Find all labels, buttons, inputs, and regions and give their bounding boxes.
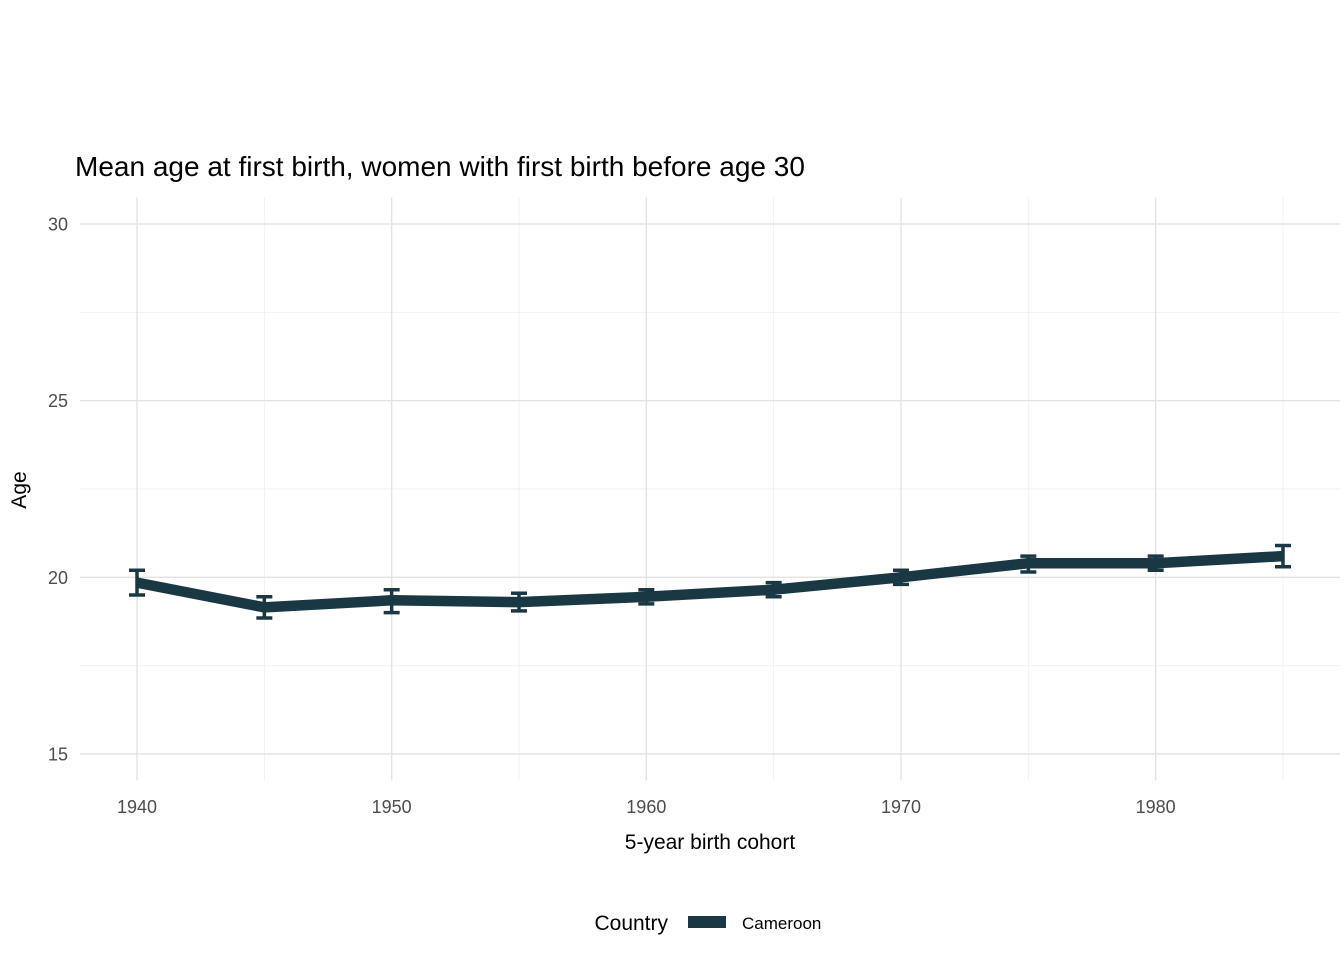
x-axis-tick-labels: 1940 1950 1960 1970 1980 xyxy=(117,797,1176,817)
x-tick-label: 1960 xyxy=(626,797,666,817)
y-axis-tick-labels: 15 20 25 30 xyxy=(48,215,68,765)
x-tick-label: 1970 xyxy=(881,797,921,817)
y-tick-label: 30 xyxy=(48,215,68,235)
data-line-cameroon xyxy=(135,550,1284,613)
legend: Country Cameroon xyxy=(594,912,821,935)
chart-title: Mean age at first birth, women with firs… xyxy=(75,151,805,182)
y-tick-label: 20 xyxy=(48,568,68,588)
y-axis-title: Age xyxy=(8,471,31,508)
legend-entry-label: Cameroon xyxy=(742,914,821,933)
x-tick-label: 1940 xyxy=(117,797,157,817)
x-tick-label: 1980 xyxy=(1136,797,1176,817)
gridlines-major xyxy=(79,197,1341,781)
x-axis-title: 5-year birth cohort xyxy=(625,831,796,854)
x-tick-label: 1950 xyxy=(372,797,412,817)
legend-key-swatch xyxy=(688,916,726,928)
legend-title: Country xyxy=(594,912,668,935)
gridlines-minor xyxy=(79,197,1341,781)
y-tick-label: 25 xyxy=(48,391,68,411)
y-tick-label: 15 xyxy=(48,745,68,765)
